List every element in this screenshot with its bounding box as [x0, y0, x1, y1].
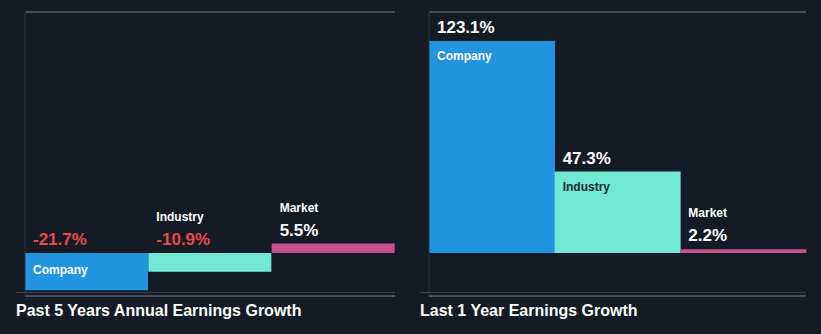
- svg-text:2.2%: 2.2%: [688, 226, 727, 245]
- svg-text:5.5%: 5.5%: [280, 221, 319, 240]
- svg-text:123.1%: 123.1%: [437, 18, 495, 37]
- html-text:Past 5 Years Annual Earnings G: Past 5 Years Annual Earnings Growth: [16, 302, 302, 319]
- html-text:Last 1 Year Earnings Growth: Last 1 Year Earnings Growth: [420, 302, 638, 319]
- svg-text:-21.7%: -21.7%: [33, 230, 87, 249]
- svg-text:-10.9%: -10.9%: [156, 230, 210, 249]
- svg-text:Industry: Industry: [563, 180, 611, 194]
- svg-text:Market: Market: [280, 201, 319, 215]
- svg-text:Market: Market: [688, 206, 727, 220]
- svg-text:47.3%: 47.3%: [563, 149, 611, 168]
- svg-text:Company: Company: [33, 263, 88, 277]
- svg-text:Company: Company: [437, 49, 492, 63]
- svg-text:Industry: Industry: [156, 210, 204, 224]
